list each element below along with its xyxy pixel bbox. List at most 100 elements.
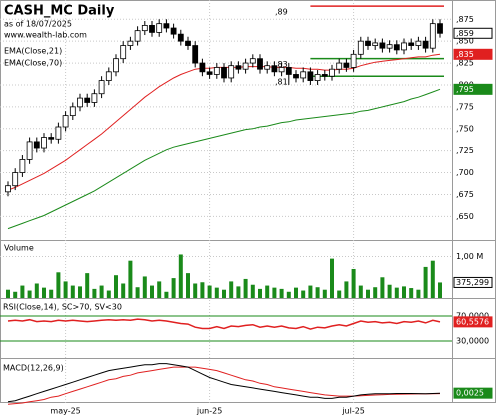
candle-body: [321, 74, 328, 77]
volume-bar: [214, 287, 219, 298]
candle-body: [170, 27, 177, 35]
volume-bar: [409, 288, 414, 298]
candle-body: [91, 93, 98, 103]
candle-body: [257, 58, 263, 70]
chart-title: CASH_MC Daily: [4, 4, 115, 19]
macd-signal: [7, 366, 441, 405]
value-box: [453, 27, 493, 39]
volume-bar: [308, 285, 313, 298]
candle-body: [228, 65, 235, 79]
y-tick-label: 70,0000: [456, 311, 489, 320]
candle-body: [185, 40, 191, 46]
volume-bar: [430, 260, 435, 298]
volume-bar: [106, 290, 111, 298]
candle-body: [156, 23, 163, 33]
pane-title: MACD(12,26,9): [3, 364, 64, 373]
y-tick-label: ,725: [456, 146, 474, 155]
level-label: ,89: [275, 8, 288, 17]
volume-bar: [186, 273, 190, 298]
candle-body: [235, 65, 242, 70]
candle-body: [357, 40, 364, 55]
chart-subtitle: as of 18/07/2025: [4, 20, 72, 29]
x-tick-label: may-25: [50, 407, 80, 416]
volume-bar: [193, 283, 198, 298]
frame: [0, 0, 496, 403]
y-tick-label: ,650: [456, 212, 474, 221]
volume-bar: [13, 291, 18, 298]
volume-bar: [265, 285, 270, 298]
candle-body: [343, 62, 350, 68]
volume-bar: [387, 284, 392, 298]
rsi-line: [7, 318, 441, 330]
candle-body: [105, 71, 112, 81]
value-box: [453, 83, 493, 95]
candle-body: [134, 30, 141, 42]
candle-body: [429, 23, 436, 49]
volume-bar: [142, 276, 147, 298]
candle-body: [422, 40, 429, 49]
volume-bar: [171, 278, 176, 298]
volume-bar: [164, 291, 169, 298]
candle-body: [249, 58, 256, 64]
volume-bar: [286, 291, 291, 298]
volume-bar: [366, 289, 370, 298]
value-label: ,859: [456, 29, 474, 38]
volume-bar: [272, 287, 277, 298]
volume-bar: [42, 287, 46, 298]
candle-body: [372, 42, 379, 46]
volume-bar: [20, 285, 25, 298]
pane-title: Volume: [4, 244, 34, 253]
y-tick-label: ,675: [456, 190, 474, 199]
candle-body: [199, 62, 206, 73]
watermark: www.wealth-lab.com: [4, 31, 87, 40]
y-tick-label: ,850: [456, 37, 474, 46]
candle-body: [206, 71, 213, 75]
value-label: 0,0025: [456, 389, 484, 398]
candle-body: [127, 40, 134, 46]
volume-bar: [121, 283, 126, 298]
volume-bar: [423, 266, 428, 298]
candle-body: [365, 40, 371, 46]
volume-bar: [315, 287, 320, 298]
volume-bar: [207, 285, 212, 298]
y-tick-label: ,775: [456, 102, 474, 111]
volume-bar: [157, 281, 162, 298]
volume-bar: [70, 285, 75, 298]
legend-entry: EMA(Close,21): [4, 47, 62, 56]
volume-bar: [322, 289, 327, 298]
candle-body: [41, 137, 47, 149]
value-box: [453, 316, 493, 328]
candle-body: [408, 42, 415, 46]
volume-bar: [380, 277, 385, 298]
volume-bar: [358, 285, 363, 298]
candle-body: [48, 137, 55, 140]
volume-bar: [337, 290, 342, 298]
candle-body: [314, 74, 321, 81]
value-label: ,835: [456, 50, 474, 59]
volume-bar: [402, 286, 406, 298]
candle-body: [401, 42, 407, 51]
candle-body: [141, 25, 148, 32]
candle-body: [393, 44, 400, 51]
volume-bar: [222, 289, 226, 298]
candle-body: [386, 44, 393, 49]
value-label: ,795: [456, 85, 474, 94]
ema-line: [7, 88, 441, 230]
candle-body: [329, 68, 335, 77]
volume-bar: [63, 281, 68, 298]
volume-bar: [373, 287, 378, 298]
value-box: [453, 387, 493, 399]
volume-bar: [243, 278, 248, 298]
volume-bar: [92, 288, 97, 298]
volume-bar: [351, 268, 356, 298]
value-box: [453, 276, 493, 288]
volume-bar: [114, 275, 118, 298]
volume-bar: [200, 282, 205, 298]
candle-body: [285, 67, 292, 75]
candle-body: [12, 172, 19, 187]
candle-body: [77, 97, 83, 108]
volume-bar: [178, 254, 183, 298]
volume-bar: [150, 285, 154, 298]
